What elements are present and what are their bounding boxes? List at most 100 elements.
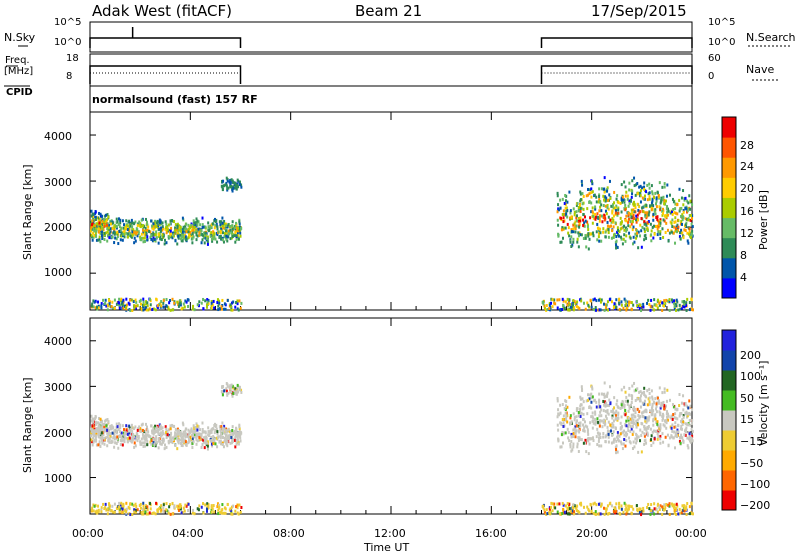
power-echo-cell <box>658 205 661 209</box>
power-echo-cell <box>235 187 238 191</box>
power-ground-cell <box>600 298 603 302</box>
velocity-echo-cell <box>569 416 572 420</box>
velocity-echo-cell <box>95 427 98 431</box>
power-echo-cell <box>562 209 565 213</box>
power-echo-cell <box>157 234 160 238</box>
power-colorbar-swatch <box>722 237 736 259</box>
power-echo-cell <box>582 194 585 198</box>
velocity-echo-cell <box>604 404 607 408</box>
velocity-ground-cell <box>649 508 652 512</box>
nave-label: Nave <box>746 63 775 76</box>
velocity-ground-cell <box>221 503 224 507</box>
velocity-echo-cell <box>639 397 642 401</box>
power-echo-cell <box>581 192 584 196</box>
velocity-echo-cell <box>194 435 197 439</box>
velocity-echo-cell <box>165 436 168 440</box>
power-ground-cell <box>573 300 576 304</box>
velocity-echo-cell <box>688 399 691 403</box>
power-echo-cell <box>638 211 641 215</box>
velocity-echo-cell <box>94 436 97 440</box>
power-ground-cell <box>666 299 669 303</box>
velocity-echo-cell <box>154 444 157 448</box>
power-ground-cell <box>238 299 241 303</box>
power-echo-cell <box>173 220 176 224</box>
power-ground-cell <box>217 308 220 312</box>
power-echo-cell <box>678 209 681 213</box>
power-ground-cell <box>147 308 150 312</box>
velocity-echo-cell <box>231 393 234 397</box>
velocity-echo-cell <box>641 411 644 415</box>
power-echo-cell <box>636 231 639 235</box>
velocity-ground-cell <box>569 509 572 513</box>
power-echo-cell <box>116 220 119 224</box>
velocity-ground-cell <box>220 511 223 515</box>
velocity-echo-cell <box>238 388 241 392</box>
velocity-echo-cell <box>682 420 685 424</box>
power-echo-cell <box>236 229 239 233</box>
power-ground-cell <box>167 307 170 311</box>
power-ground-cell <box>133 306 136 310</box>
velocity-echo-cell <box>665 412 668 416</box>
power-echo-cell <box>597 200 600 204</box>
power-echo-cell <box>214 217 217 221</box>
velocity-echo-cell <box>105 424 108 428</box>
power-echo-cell <box>161 228 164 232</box>
velocity-echo-cell <box>662 416 665 420</box>
velocity-echo-cell <box>614 414 617 418</box>
power-echo-cell <box>577 234 580 238</box>
power-echo-cell <box>643 197 646 201</box>
velocity-ground-cell <box>125 501 128 505</box>
power-ground-cell <box>204 299 207 303</box>
power-ground-cell <box>92 299 95 303</box>
power-ground-cell <box>171 308 174 312</box>
power-echo-cell <box>612 235 615 239</box>
velocity-echo-cell <box>659 434 662 438</box>
velocity-echo-cell <box>610 441 613 445</box>
power-ground-cell <box>598 308 601 312</box>
power-echo-cell <box>211 239 214 243</box>
power-echo-cell <box>137 231 140 235</box>
velocity-echo-cell <box>201 421 204 425</box>
power-echo-cell <box>203 241 206 245</box>
power-echo-cell <box>620 198 623 202</box>
power-colorbar-swatch <box>722 277 736 299</box>
velocity-echo-cell <box>658 410 661 414</box>
velocity-ground-cell <box>207 506 210 510</box>
power-echo-cell <box>216 225 219 229</box>
power-ground-cell <box>223 302 226 306</box>
velocity-echo-cell <box>652 441 655 445</box>
velocity-ground-cell <box>206 504 209 508</box>
velocity-echo-cell <box>576 445 579 449</box>
velocity-ground-cell <box>587 507 590 511</box>
power-ground-cell <box>653 308 656 312</box>
xtick-2400: 00:00 <box>675 527 707 540</box>
power-ground-cell <box>152 307 155 311</box>
power-ground-cell <box>681 300 684 304</box>
power-echo-cell <box>604 199 607 203</box>
velocity-ground-cell <box>577 509 580 513</box>
power-echo-cell <box>667 239 670 243</box>
velocity-ground-cell <box>683 506 686 510</box>
power-echo-cell <box>604 204 607 208</box>
velocity-echo-cell <box>658 425 661 429</box>
velocity-echo-cell <box>166 433 169 437</box>
velocity-echo-cell <box>228 437 231 441</box>
velocity-echo-cell <box>569 445 572 449</box>
velocity-echo-cell <box>616 399 619 403</box>
power-echo-cell <box>113 232 116 236</box>
velocity-echo-cell <box>163 447 166 451</box>
power-echo-cell <box>231 224 234 228</box>
power-echo-cell <box>619 227 622 231</box>
velocity-echo-cell <box>645 395 648 399</box>
velocity-ground-cell <box>133 510 136 514</box>
power-echo-cell <box>97 216 100 220</box>
power-ground-cell <box>148 307 151 311</box>
velocity-echo-cell <box>562 414 565 418</box>
power-echo-cell <box>643 229 646 233</box>
velocity-ground-cell <box>140 506 143 510</box>
power-ground-cell <box>239 306 242 310</box>
velocity-echo-cell <box>135 437 138 441</box>
power-echo-cell <box>646 183 649 187</box>
power-echo-cell <box>224 183 227 187</box>
velocity-echo-cell <box>685 426 688 430</box>
